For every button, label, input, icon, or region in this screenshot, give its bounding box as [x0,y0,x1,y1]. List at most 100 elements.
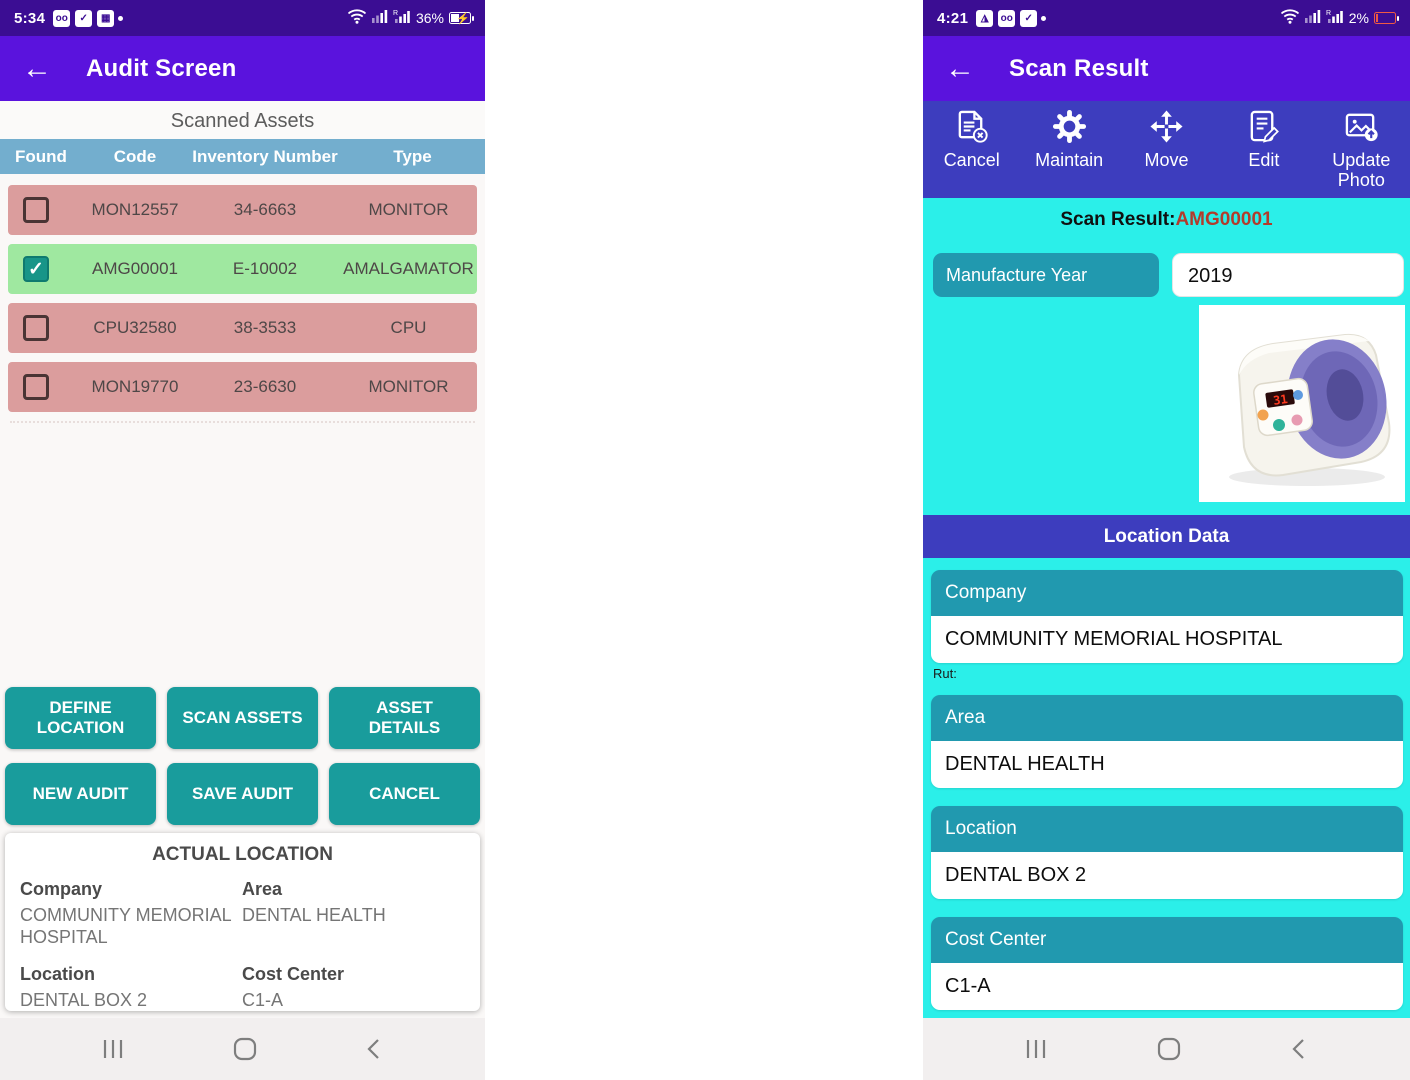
back-button[interactable] [1288,1036,1310,1062]
new-audit-button[interactable]: NEW AUDIT [5,763,156,825]
section-label[interactable]: Location [931,806,1403,852]
notification-dot-icon [118,15,124,21]
table-row[interactable]: ✓ AMG00001 E-10002 AMALGAMATOR [8,244,477,294]
clock-text: 5:34 [14,9,46,27]
amalgamator-device-illustration: 31 [1229,333,1391,486]
cancel-button[interactable]: CANCEL [329,763,480,825]
edit-document-icon [1246,109,1281,149]
signal-bars-icon [371,9,388,27]
toolbar-label: Edit [1248,150,1280,170]
cell-code: MON19770 [91,377,179,396]
cell-code: CPU32580 [93,318,177,337]
actual-location-fields: Company COMMUNITY MEMORIAL HOSPITAL Area DE… [20,879,465,1012]
checkbox-checked-icon[interactable]: ✓ [23,256,49,282]
home-button[interactable] [231,1035,259,1063]
found-cell [8,197,80,223]
section-area: Area DENTAL HEALTH [931,695,1403,788]
field-area: Area DENTAL HEALTH [242,879,465,948]
found-cell [8,374,80,400]
cancel-document-icon [954,109,989,149]
actual-location-title: ACTUAL LOCATION [152,844,333,865]
audit-action-buttons: DEFINE LOCATION SCAN ASSETS ASSET DETAILS N… [5,687,480,825]
save-audit-button[interactable]: SAVE AUDIT [167,763,318,825]
svg-text:R: R [393,10,398,17]
manufacture-year-input[interactable]: 2019 [1172,253,1404,297]
asset-table-body: MON12557 34-6663 MONITOR ✓ AMG00001 E-10002 AM… [0,174,485,412]
field-value: DENTAL HEALTH [242,905,386,925]
section-value[interactable]: C1-A [931,963,1403,1010]
android-nav-bar [923,1018,1410,1080]
define-location-button[interactable]: DEFINE LOCATION [5,687,156,749]
back-arrow-icon[interactable]: ← [945,51,975,85]
section-label[interactable]: Area [931,695,1403,741]
status-bar: 4:21 ◮ oo ✓ R 2% [923,0,1410,36]
column-header-type: Type [393,146,432,166]
cell-type: MONITOR [368,377,449,396]
battery-percentage: 36% [415,10,444,26]
field-location: Location DENTAL BOX 2 [20,964,242,1012]
gear-icon [1052,109,1087,149]
table-row[interactable]: MON19770 23-6630 MONITOR [8,362,477,412]
back-arrow-icon[interactable]: ← [22,51,52,85]
field-value: C1-A [242,990,284,1011]
notification-icons: oo ✓ ▦ [53,9,115,27]
section-company: Company COMMUNITY MEMORIAL HOSPITAL [931,570,1403,663]
edit-button[interactable]: Edit [1215,109,1312,198]
field-label: Area [242,879,283,899]
section-value[interactable]: COMMUNITY MEMORIAL HOSPITAL [931,616,1403,663]
battery-charging-icon: ⚡ [449,12,474,25]
section-value[interactable]: DENTAL HEALTH [931,741,1403,788]
back-button[interactable] [363,1036,385,1062]
table-row[interactable]: MON12557 34-6663 MONITOR [8,185,477,235]
scan-result-toolbar: Cancel Maintain Move Edit Update Photo [923,101,1410,198]
notification-dot-icon [1041,15,1047,21]
checkbox-unchecked-icon[interactable] [23,315,49,341]
checkbox-unchecked-icon[interactable] [23,374,49,400]
scan-result-screen: 4:21 ◮ oo ✓ R 2% ← Scan Result Cancel Ma [923,0,1410,1080]
scanned-assets-caption: Scanned Assets [0,101,485,139]
scan-assets-button[interactable]: SCAN ASSETS [167,687,318,749]
checkbox-unchecked-icon[interactable] [23,197,49,223]
field-value: COMMUNITY MEMORIAL HOSPITAL [20,905,232,947]
asset-table-header: Found Code Inventory Number Type [0,139,485,174]
toolbar-label: Cancel [943,150,1000,170]
cancel-button[interactable]: Cancel [923,109,1020,198]
manufacture-year-row: Manufacture Year 2019 [933,253,1404,297]
toolbar-label: Update Photo [1332,150,1391,191]
section-label[interactable]: Company [931,570,1403,616]
section-label[interactable]: Cost Center [931,917,1403,963]
cell-inventory: 38-3533 [233,318,297,337]
recents-button[interactable] [1023,1036,1049,1062]
android-nav-bar [0,1018,485,1080]
section-location: Location DENTAL BOX 2 [931,806,1403,899]
recents-button[interactable] [100,1036,126,1062]
check-task-icon: ✓ [75,9,93,27]
scan-result-label: Scan Result: [1060,209,1176,230]
scan-result-line: Scan Result:AMG00001 [923,209,1410,231]
update-photo-button[interactable]: Update Photo [1313,109,1410,198]
scan-result-value: AMG00001 [1175,209,1273,230]
update-photo-icon [1344,109,1379,149]
cell-code: AMG00001 [92,259,178,278]
maintain-button[interactable]: Maintain [1020,109,1117,198]
rut-label: Rut: [933,666,957,681]
move-button[interactable]: Move [1118,109,1215,198]
svg-text:R: R [1326,10,1331,17]
cell-inventory: E-10002 [232,259,298,278]
move-arrows-icon [1149,109,1184,149]
home-button[interactable] [1155,1035,1183,1063]
asset-details-button[interactable]: ASSET DETAILS [329,687,480,749]
section-cost-center: Cost Center C1-A [931,917,1403,1010]
location-data-sections: Company COMMUNITY MEMORIAL HOSPITAL Rut: Ar… [931,570,1403,1028]
toolbar-label: Move [1144,150,1189,170]
found-cell: ✓ [8,256,80,282]
section-value[interactable]: DENTAL BOX 2 [931,852,1403,899]
cell-type: AMALGAMATOR [343,259,474,278]
field-label: Company [20,879,103,899]
page-title: Scan Result [1009,54,1149,82]
actual-location-card: ACTUAL LOCATION Company COMMUNITY MEMORIA… [5,833,480,1011]
field-label: Cost Center [242,964,345,985]
cell-type: MONITOR [368,200,449,219]
table-row[interactable]: CPU32580 38-3533 CPU [8,303,477,353]
